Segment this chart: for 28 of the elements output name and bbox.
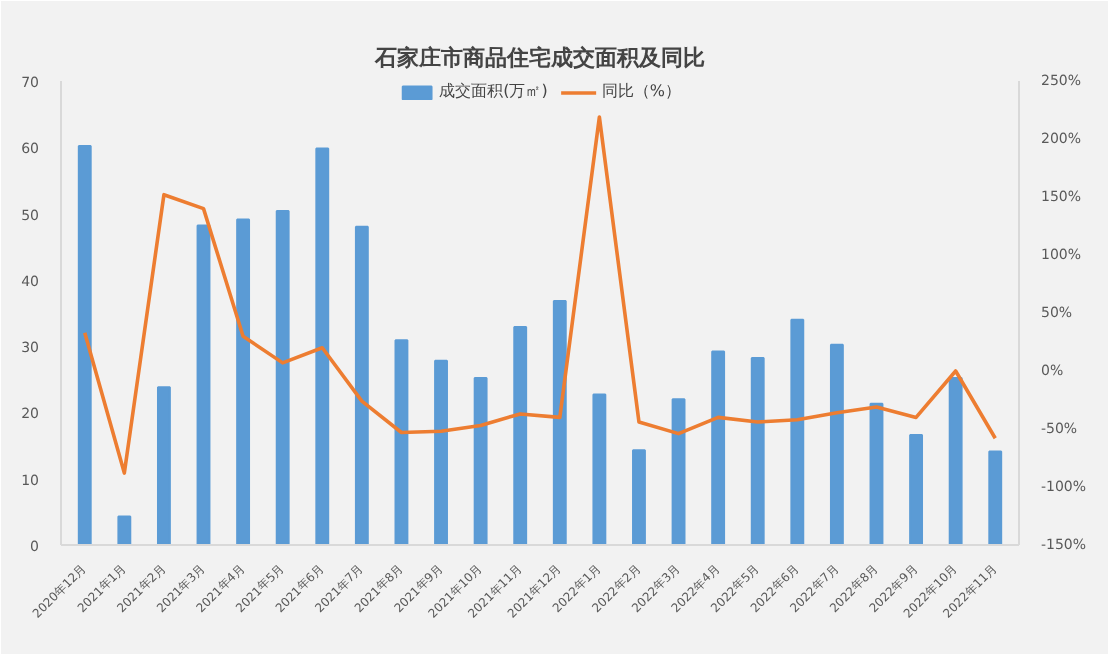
bar — [275, 209, 290, 545]
bar — [632, 449, 646, 545]
bar — [552, 300, 567, 545]
bar — [948, 376, 963, 545]
bar — [592, 393, 607, 545]
chart-title: 石家庄市商品住宅成交面积及同比 — [373, 45, 705, 71]
bar — [750, 357, 765, 545]
legend-label: 成交面积(万㎡) — [439, 80, 548, 102]
bar — [394, 339, 409, 545]
bar — [473, 376, 488, 545]
bar — [988, 450, 1003, 545]
bar — [315, 147, 330, 545]
bar — [869, 402, 884, 545]
bar — [236, 218, 251, 545]
bar — [434, 359, 448, 545]
bar — [790, 318, 805, 545]
bar — [909, 433, 924, 545]
bar — [354, 225, 369, 545]
legend-label: 同比（%） — [601, 80, 681, 102]
bar — [671, 398, 686, 545]
bar — [196, 224, 211, 545]
bar — [711, 350, 726, 545]
bar — [513, 325, 528, 545]
bar — [156, 386, 171, 545]
bar — [829, 343, 844, 545]
bar — [117, 515, 132, 545]
bar — [77, 144, 92, 545]
line-series — [82, 115, 998, 475]
